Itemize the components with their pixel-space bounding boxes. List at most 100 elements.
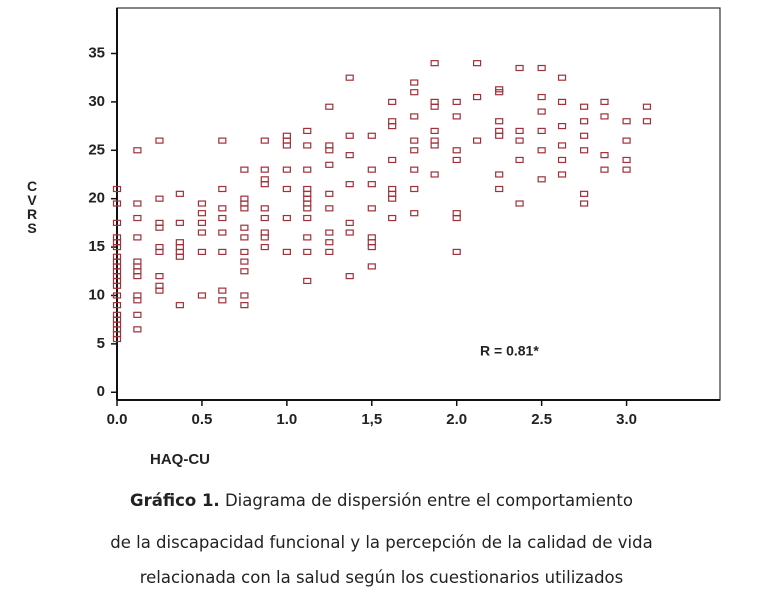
point: [557, 156, 567, 164]
point: [303, 166, 312, 173]
point: [367, 132, 376, 139]
point: [260, 205, 269, 212]
y-tick-label: 35: [88, 44, 105, 61]
point: [133, 200, 142, 207]
point: [410, 166, 419, 173]
point: [240, 258, 249, 265]
point: [580, 118, 589, 125]
point: [452, 248, 461, 256]
point: [282, 166, 291, 173]
point: [155, 248, 164, 256]
point: [175, 190, 184, 197]
chart: HAQ-CU R = 0.81* 0 5 10 15 20 25 30 35 0.0 0.5 1.0…: [88, 7, 721, 468]
point: [537, 108, 546, 115]
point: [325, 190, 334, 197]
point: [537, 93, 546, 101]
point: [557, 171, 567, 178]
point: [557, 98, 567, 105]
point: [580, 132, 589, 139]
point: [452, 147, 461, 154]
point: [325, 239, 334, 246]
annotation: R = 0.81*: [480, 343, 539, 359]
point: [495, 132, 504, 139]
y-tick-label: 25: [88, 141, 105, 158]
point: [218, 297, 227, 304]
point: [430, 127, 439, 135]
point: [495, 171, 504, 178]
point: [260, 166, 269, 173]
point: [155, 287, 164, 294]
point: [452, 214, 461, 222]
point: [133, 214, 142, 222]
point: [133, 234, 142, 241]
point: [537, 176, 546, 183]
point: [218, 287, 227, 294]
point: [155, 224, 164, 231]
caption-line: relacionada con la salud según los cuest…: [139, 568, 624, 587]
point: [388, 214, 397, 222]
point: [410, 79, 419, 86]
point: [410, 113, 419, 120]
point: [303, 248, 312, 256]
point: [197, 229, 207, 236]
point: [430, 171, 439, 178]
point: [430, 142, 439, 149]
x-tick-label: 0.5: [191, 411, 212, 428]
point: [622, 118, 631, 125]
plot-frame: [116, 7, 721, 401]
point: [537, 147, 546, 154]
point: [622, 137, 631, 144]
point: [388, 195, 397, 202]
point: [515, 156, 524, 164]
point: [345, 229, 354, 236]
point: [303, 234, 312, 241]
point: [345, 273, 354, 280]
point: [240, 302, 249, 309]
y-tick-label: 10: [88, 286, 105, 303]
caption-text: Diagrama de dispersión entre el comporta…: [219, 491, 633, 510]
point: [240, 292, 249, 299]
caption-line: Gráfico 1. Diagrama de dispersión entre …: [0, 491, 763, 510]
point: [112, 335, 122, 343]
point: [303, 142, 312, 149]
point: [388, 122, 397, 130]
point: [642, 118, 652, 125]
point: [495, 86, 504, 93]
point: [600, 152, 609, 159]
y-axis-label: CVRS: [24, 178, 40, 234]
point: [240, 234, 249, 241]
point: [473, 93, 482, 101]
point: [557, 142, 567, 149]
point: [345, 132, 354, 139]
point: [282, 248, 291, 256]
point: [345, 181, 354, 188]
point: [303, 127, 312, 135]
point: [260, 243, 269, 251]
point: [580, 200, 589, 207]
point: [622, 166, 631, 173]
point: [175, 253, 184, 260]
point: [218, 185, 227, 193]
point: [515, 200, 524, 207]
point: [600, 113, 609, 120]
point: [473, 60, 482, 67]
point: [133, 326, 142, 333]
point: [155, 137, 164, 144]
point: [175, 302, 184, 309]
point: [430, 103, 439, 110]
point: [600, 166, 609, 173]
point: [303, 214, 312, 222]
caption-label: Gráfico 1.: [130, 491, 220, 510]
point: [325, 205, 334, 212]
point: [600, 98, 609, 105]
point: [325, 161, 334, 168]
y-tick-label: 20: [88, 190, 105, 207]
point: [452, 98, 461, 105]
point: [240, 166, 249, 173]
point: [240, 268, 249, 275]
point: [218, 248, 227, 256]
point: [410, 137, 419, 144]
point: [410, 89, 419, 96]
x-tick-label: 1,5: [361, 411, 382, 428]
point: [537, 127, 546, 135]
